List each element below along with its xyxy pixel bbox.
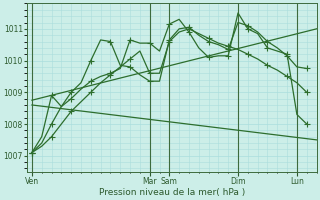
X-axis label: Pression niveau de la mer( hPa ): Pression niveau de la mer( hPa ) [99,188,245,197]
